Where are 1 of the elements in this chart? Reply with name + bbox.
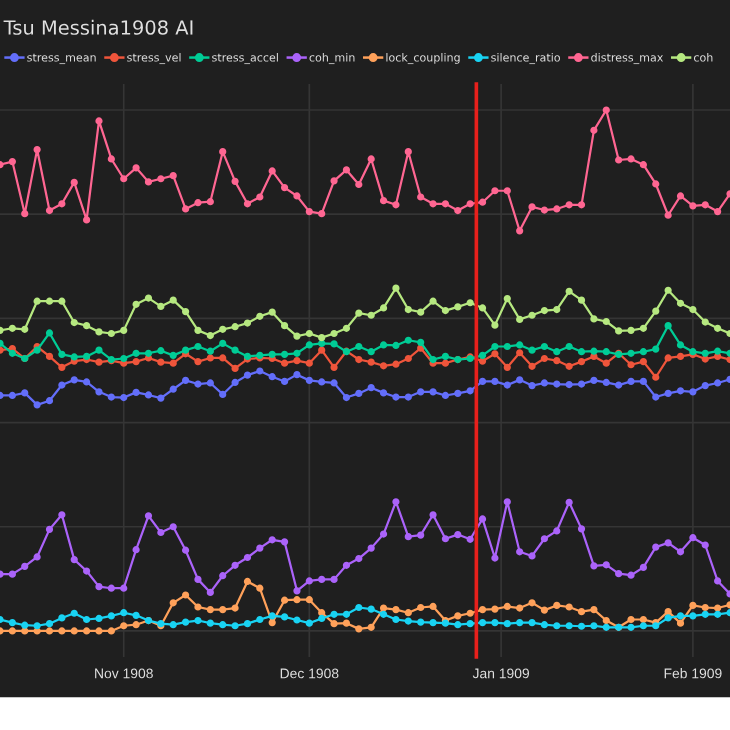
chart-title: Tsu Messina1908 AI	[3, 19, 193, 35]
